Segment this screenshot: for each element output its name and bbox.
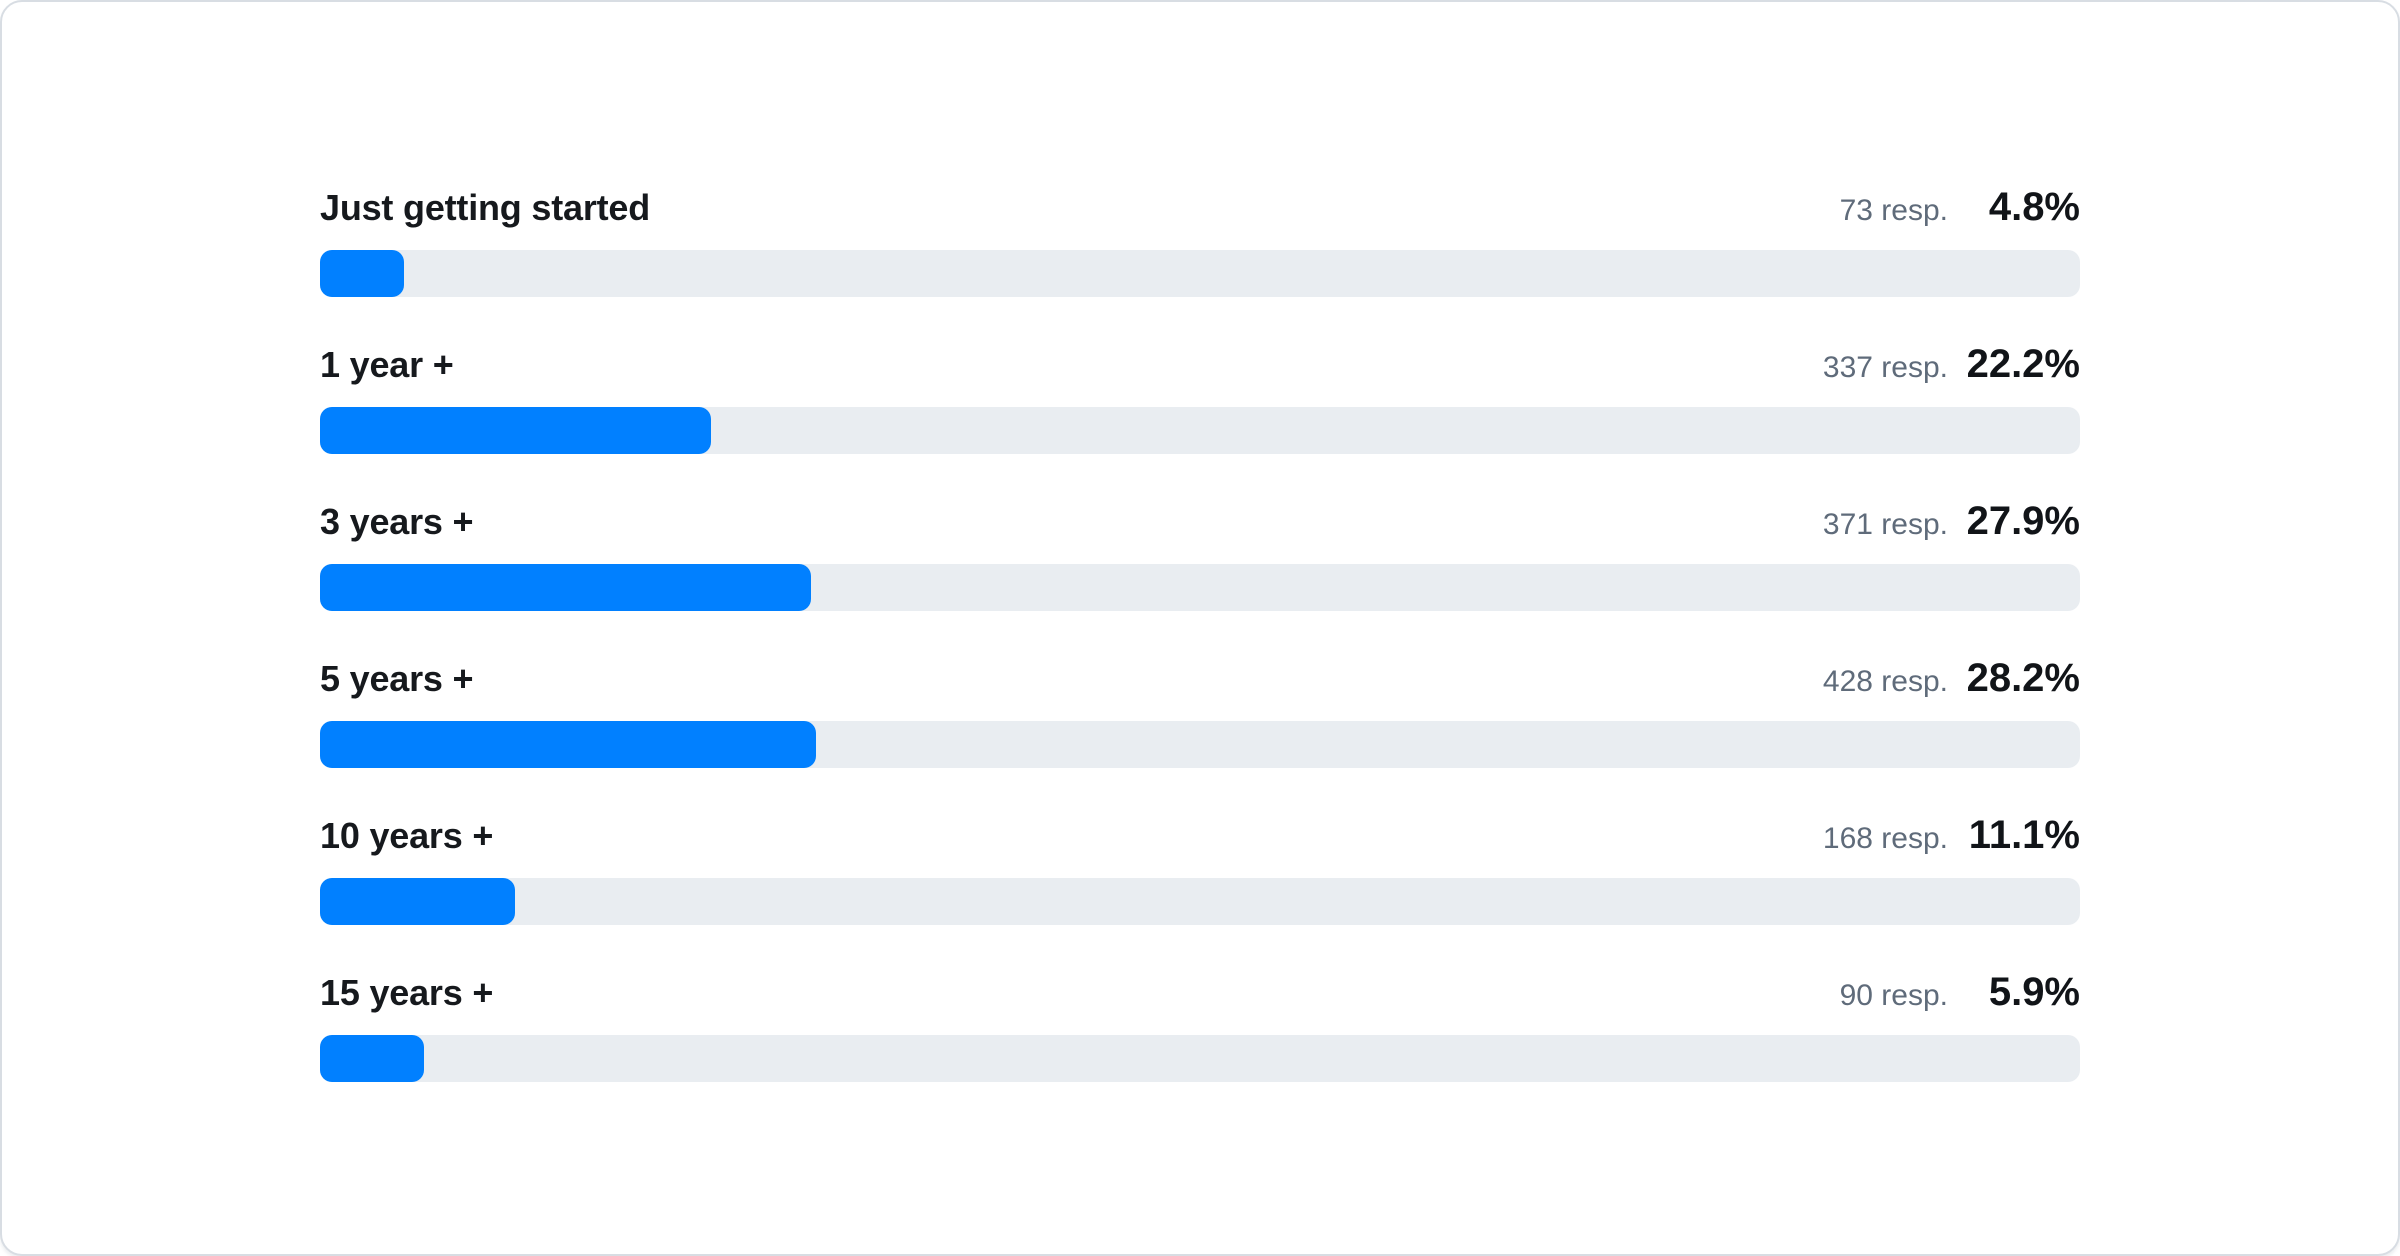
row-header: Just getting started 73 resp. 4.8% bbox=[320, 185, 2080, 229]
percent-value: 28.2% bbox=[1966, 656, 2080, 700]
percent-value: 11.1% bbox=[1968, 813, 2080, 857]
result-row: 1 year + 337 resp. 22.2% bbox=[320, 342, 2080, 454]
bar-fill bbox=[320, 564, 812, 611]
bar-track bbox=[320, 250, 2080, 297]
row-header: 5 years + 428 resp. 28.2% bbox=[320, 656, 2080, 700]
response-count: 90 resp. bbox=[1839, 979, 1948, 1012]
percent-value: 22.2% bbox=[1966, 342, 2080, 386]
answer-label: 15 years + bbox=[320, 972, 494, 1013]
answer-label: Just getting started bbox=[320, 187, 651, 228]
answer-label: 10 years + bbox=[320, 815, 494, 856]
percent-value: 4.8% bbox=[1988, 185, 2080, 229]
bar-track bbox=[320, 1035, 2080, 1082]
bar-fill bbox=[320, 721, 817, 768]
results-list: Just getting started 73 resp. 4.8% 1 yea… bbox=[2, 2, 2398, 1082]
row-header: 1 year + 337 resp. 22.2% bbox=[320, 342, 2080, 386]
bar-fill bbox=[320, 878, 516, 925]
bar-track bbox=[320, 407, 2080, 454]
result-row: 5 years + 428 resp. 28.2% bbox=[320, 656, 2080, 768]
row-header: 3 years + 371 resp. 27.9% bbox=[320, 499, 2080, 543]
percent-value: 27.9% bbox=[1966, 499, 2080, 543]
bar-track bbox=[320, 564, 2080, 611]
bar-track bbox=[320, 878, 2080, 925]
bar-fill bbox=[320, 250, 405, 297]
row-header: 15 years + 90 resp. 5.9% bbox=[320, 970, 2080, 1014]
response-count: 168 resp. bbox=[1822, 822, 1948, 855]
bar-fill bbox=[320, 1035, 424, 1082]
answer-label: 1 year + bbox=[320, 344, 454, 385]
percent-value: 5.9% bbox=[1988, 970, 2080, 1014]
result-row: 10 years + 168 resp. 11.1% bbox=[320, 813, 2080, 925]
response-count: 337 resp. bbox=[1822, 351, 1948, 384]
response-count: 371 resp. bbox=[1822, 508, 1948, 541]
row-header: 10 years + 168 resp. 11.1% bbox=[320, 813, 2080, 857]
response-count: 73 resp. bbox=[1839, 194, 1948, 227]
answer-label: 3 years + bbox=[320, 501, 474, 542]
bar-fill bbox=[320, 407, 711, 454]
bar-track bbox=[320, 721, 2080, 768]
answer-label: 5 years + bbox=[320, 658, 474, 699]
result-row: 15 years + 90 resp. 5.9% bbox=[320, 970, 2080, 1082]
response-count: 428 resp. bbox=[1822, 665, 1948, 698]
result-row: Just getting started 73 resp. 4.8% bbox=[320, 185, 2080, 297]
result-row: 3 years + 371 resp. 27.9% bbox=[320, 499, 2080, 611]
